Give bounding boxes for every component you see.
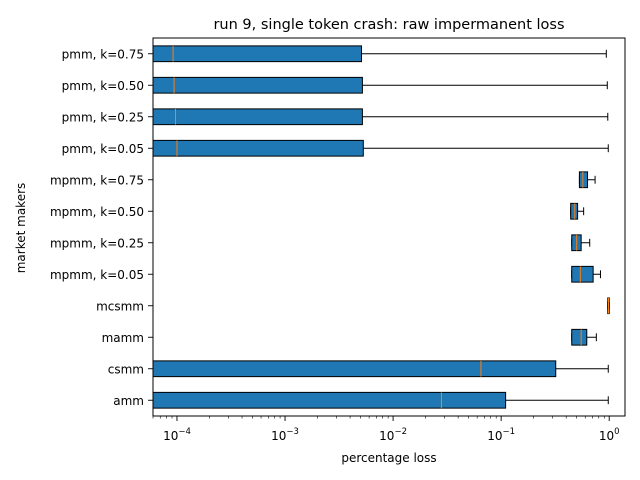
x-tick-label: 10−1 — [487, 427, 515, 443]
x-tick-label: 100 — [599, 427, 620, 443]
box-iqr — [152, 391, 507, 409]
box-1 — [152, 45, 607, 63]
y-tick-label: csmm — [108, 362, 144, 376]
box-iqr — [571, 328, 588, 346]
box-6 — [570, 202, 585, 220]
x-tick-label: 10−3 — [271, 427, 299, 443]
y-tick-label: amm — [113, 394, 144, 408]
box-iqr — [152, 45, 362, 63]
y-tick-label: pmm, k=0.05 — [62, 142, 144, 156]
y-tick-label: mpmm, k=0.75 — [50, 173, 144, 187]
box-7 — [571, 234, 591, 252]
x-tick-label: 10−2 — [379, 427, 407, 443]
y-tick-label: mpmm, k=0.25 — [50, 236, 144, 250]
box-iqr — [152, 360, 557, 378]
box-11 — [152, 360, 609, 378]
box-5 — [578, 171, 596, 189]
plot-area: 10−4 10−3 10−2 10−1 100 pmm, k=0.75 pmm, k=0.5… — [50, 45, 620, 443]
box-iqr — [571, 265, 594, 283]
box-3 — [152, 108, 609, 126]
y-tick-label: mpmm, k=0.50 — [50, 205, 144, 219]
box-iqr — [578, 171, 589, 189]
y-axis-label: market makers — [14, 183, 28, 274]
y-tick-label: mcsmm — [96, 299, 144, 313]
y-tick-label: mamm — [102, 331, 144, 345]
box-iqr — [152, 139, 364, 157]
box-4 — [152, 139, 609, 157]
x-axis-label: percentage loss — [341, 451, 436, 465]
box-10 — [571, 328, 597, 346]
y-tick-label: pmm, k=0.50 — [62, 79, 144, 93]
box-2 — [152, 76, 608, 94]
y-tick-label: pmm, k=0.25 — [62, 110, 144, 124]
box-8 — [571, 265, 601, 283]
plot-frame — [152, 37, 626, 417]
box-iqr — [152, 108, 363, 126]
box-9 — [607, 297, 610, 315]
y-tick-label: mpmm, k=0.05 — [50, 268, 144, 282]
chart-title: run 9, single token crash: raw impermane… — [213, 17, 564, 33]
box-12 — [152, 391, 609, 409]
box-iqr — [570, 202, 579, 220]
y-tick-label: pmm, k=0.75 — [62, 47, 144, 61]
box-iqr — [152, 76, 363, 94]
x-tick-label: 10−4 — [163, 427, 191, 443]
